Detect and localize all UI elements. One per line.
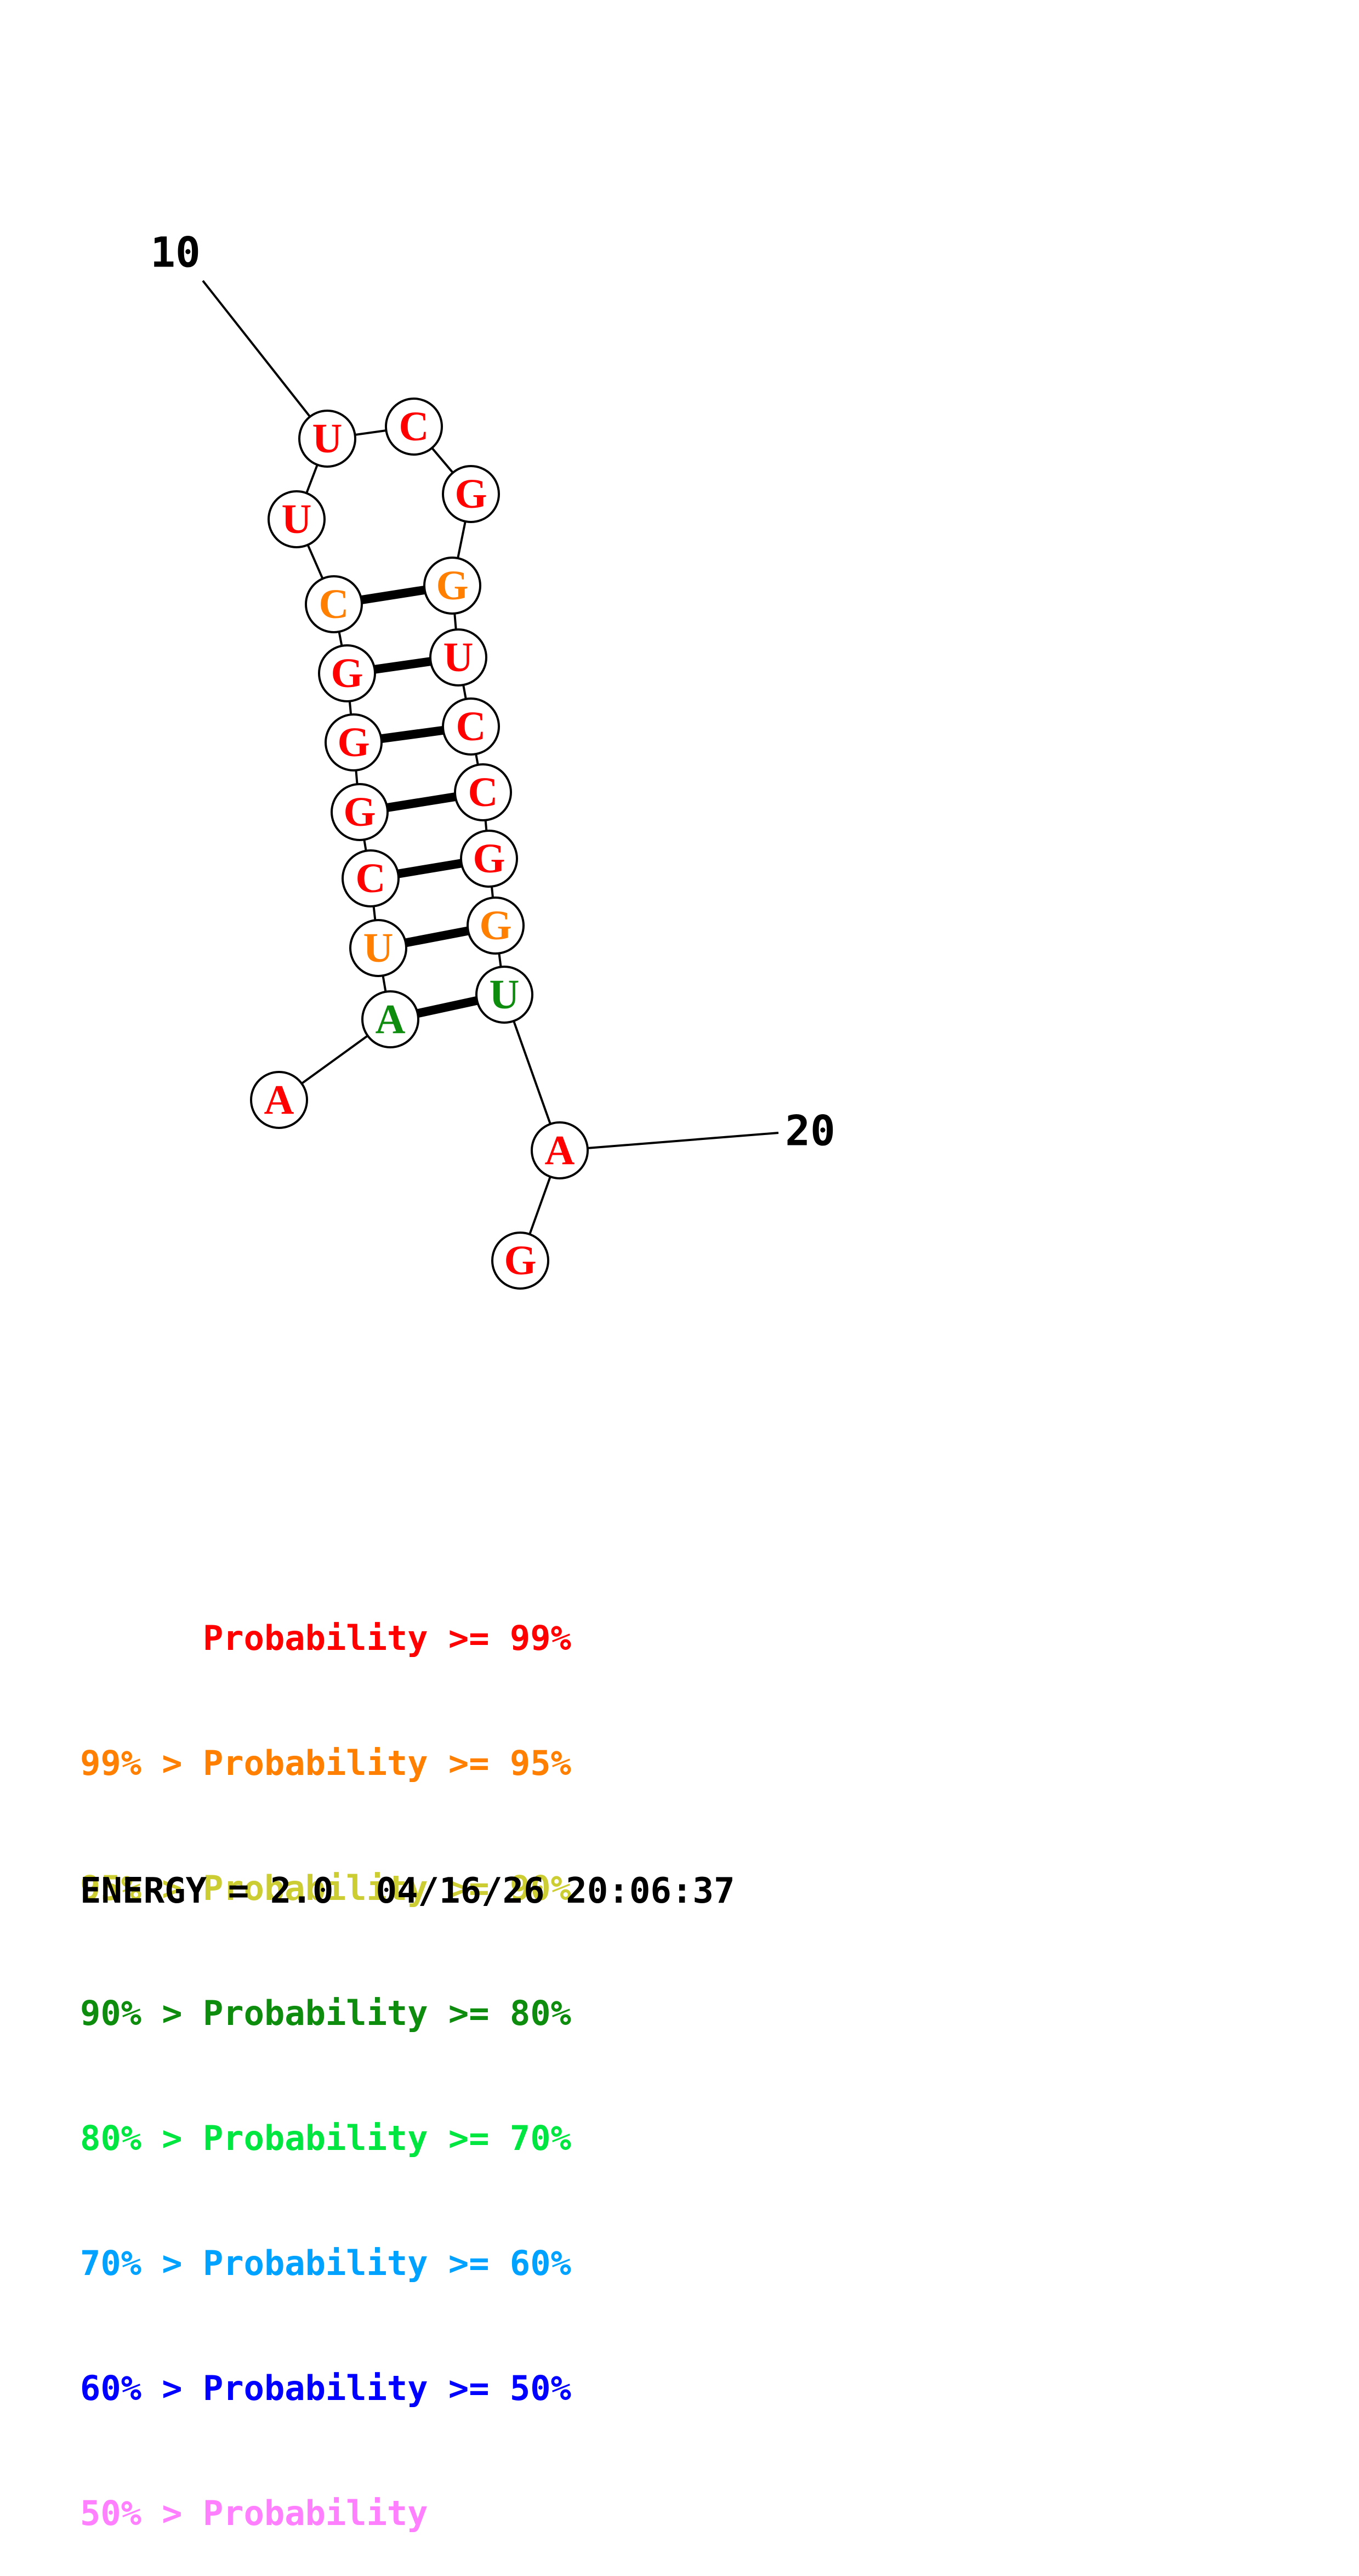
nucleotide-letter: G <box>436 563 468 609</box>
legend-line-plt50: 50% > Probability <box>80 2493 428 2533</box>
nucleotide-letter: A <box>376 996 406 1042</box>
nucleotide-letter: G <box>343 789 376 835</box>
nucleotide-circle <box>442 465 500 523</box>
nucleotide-circle <box>361 990 419 1048</box>
legend-line-p90: 95% > Probability >= 90% <box>80 1868 571 1908</box>
nucleotide-letter: G <box>479 903 511 949</box>
nucleotide-letter: G <box>337 719 369 765</box>
nucleotide-circle <box>475 966 533 1024</box>
nucleotide-letter: C <box>456 703 486 750</box>
nucleotide-letter: C <box>319 581 349 627</box>
nucleotide-circle <box>460 830 518 888</box>
nucleotide-circle <box>442 697 500 756</box>
legend-line-p60: 70% > Probability >= 60% <box>80 2243 571 2283</box>
nucleotide-letter: C <box>399 404 429 450</box>
nucleotide-circle <box>268 490 326 548</box>
legend-line-p95: 99% > Probability >= 95% <box>80 1743 571 1783</box>
number-leader-line <box>559 1132 779 1151</box>
nucleotide-letter: U <box>312 416 343 462</box>
nucleotide-letter: G <box>454 471 487 517</box>
nucleotide-circle <box>429 628 487 686</box>
nucleotide-circle <box>331 783 389 841</box>
nucleotide-number-label-20: 20 <box>785 1106 835 1155</box>
nucleotide-circle <box>385 398 443 456</box>
nucleotide-circle <box>423 557 481 615</box>
nucleotide-circle <box>349 919 407 977</box>
nucleotide-circle <box>318 644 376 702</box>
nucleotide-circle <box>250 1071 308 1129</box>
nucleotide-letter: U <box>490 972 520 1018</box>
nucleotide-circle <box>298 410 356 468</box>
nucleotide-number-label-10: 10 <box>150 228 201 277</box>
legend-line-p80: 90% > Probability >= 80% <box>80 1993 571 2033</box>
page: { "labels": { "ten": { "text": "10" }, "… <box>80 228 835 2533</box>
energy-timestamp-text: ENERGY = 2.0 04/16/26 20:06:37 <box>80 1871 735 1911</box>
nucleotide-letter: C <box>356 855 386 901</box>
legend-line-p70: 80% > Probability >= 70% <box>80 2118 571 2158</box>
nucleotide-letter: U <box>363 925 394 971</box>
nucleotide-letter: C <box>468 769 498 815</box>
nucleotide-circle <box>342 849 400 907</box>
probability-legend: Probability >= 99% 99% > Probability >= … <box>80 1534 571 2576</box>
nucleotide-letter: A <box>264 1077 294 1123</box>
nucleotide-circle <box>305 575 363 633</box>
nucleotide-letter: G <box>473 836 505 882</box>
number-leader-line <box>202 280 328 440</box>
nucleotide-letter: G <box>504 1238 536 1284</box>
nucleotide-letter: A <box>545 1127 575 1173</box>
nucleotide-letter: U <box>282 496 312 542</box>
nucleotide-circle <box>325 713 383 771</box>
nucleotide-letter: U <box>443 634 474 680</box>
nucleotide-circle <box>531 1121 589 1179</box>
legend-line-p50: 60% > Probability >= 50% <box>80 2368 571 2408</box>
nucleotide-circle <box>454 763 512 821</box>
legend-line-p99: Probability >= 99% <box>80 1618 571 1658</box>
nucleotide-letter: G <box>331 650 363 696</box>
nucleotide-circle <box>467 897 525 955</box>
nucleotide-circle <box>491 1232 549 1290</box>
